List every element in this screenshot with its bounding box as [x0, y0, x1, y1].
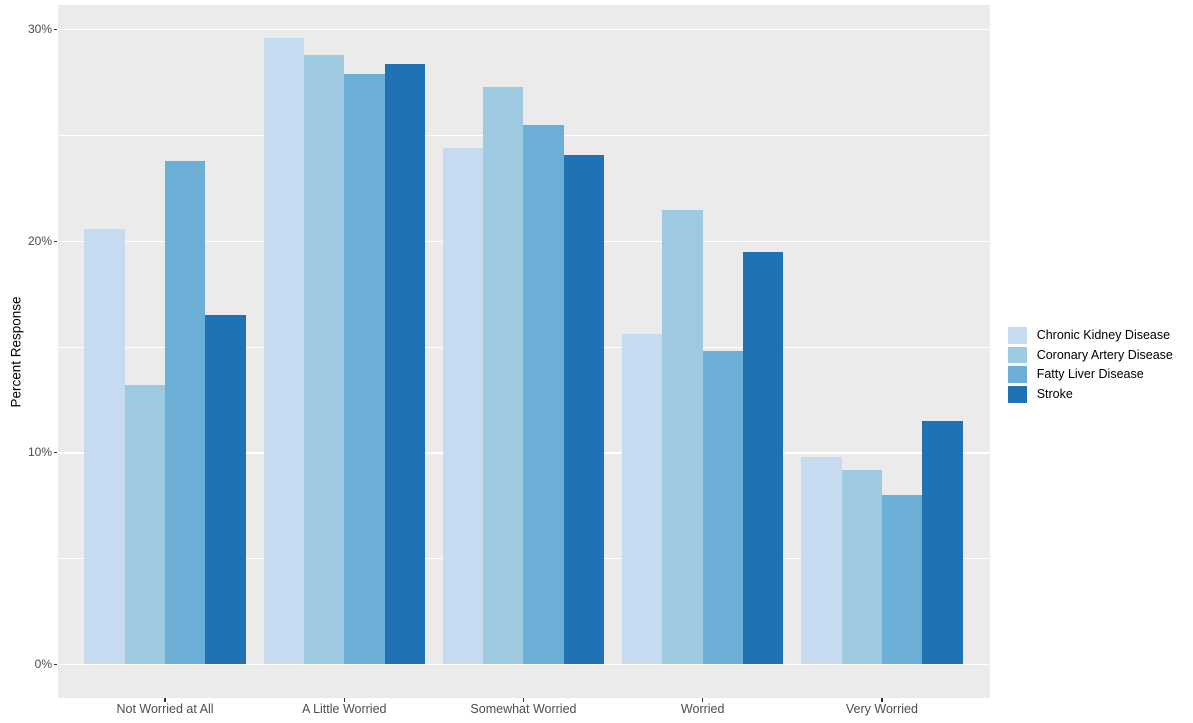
gridline-major: [57, 663, 990, 666]
bar: [165, 160, 206, 665]
legend-label: Chronic Kidney Disease: [1036, 328, 1171, 342]
bar: [922, 421, 963, 665]
bar: [124, 385, 165, 665]
bar: [743, 251, 784, 665]
bar: [881, 495, 923, 665]
bar: [662, 209, 703, 665]
legend-item: Chronic Kidney Disease: [1008, 327, 1173, 344]
bar: [523, 124, 564, 665]
bar: [702, 351, 744, 665]
x-tick-label: A Little Worried: [301, 702, 387, 716]
x-tick-mark: [881, 698, 883, 702]
x-tick-label: Somewhat Worried: [470, 702, 577, 716]
y-axis-title: Percent Response: [8, 296, 24, 408]
y-tick-label: 10%: [27, 445, 52, 460]
y-tick-mark: [53, 452, 57, 454]
bar: [442, 148, 484, 665]
x-tick-mark: [702, 698, 704, 702]
bar: [344, 74, 385, 665]
plot-panel: [57, 5, 990, 698]
x-tick-mark: [343, 698, 345, 702]
y-tick-mark: [53, 663, 57, 666]
y-tick-label: 30%: [27, 22, 52, 37]
bar: [801, 457, 842, 665]
x-tick-label: Worried: [680, 702, 725, 716]
gridline-major: [57, 28, 990, 31]
x-tick-label: Not Worried at All: [116, 702, 214, 716]
y-tick-mark: [53, 29, 57, 31]
legend-label: Fatty Liver Disease: [1036, 367, 1144, 382]
legend-label: Coronary Artery Disease: [1036, 347, 1173, 362]
y-tick-mark: [53, 240, 57, 242]
legend: Chronic Kidney Disease Coronary Artery Di…: [1008, 327, 1173, 406]
bar: [841, 469, 882, 665]
bar: [263, 38, 304, 665]
bar: [84, 228, 125, 665]
legend-item: Fatty Liver Disease: [1008, 366, 1173, 384]
bar: [384, 63, 425, 665]
x-tick-mark: [164, 698, 166, 702]
x-tick-mark: [522, 698, 525, 702]
legend-item: Coronary Artery Disease: [1008, 346, 1173, 364]
legend-swatch: [1008, 366, 1027, 384]
y-tick-label: 0%: [34, 657, 52, 671]
bar: [483, 86, 524, 665]
y-tick-label: 20%: [27, 233, 52, 248]
legend-swatch: [1008, 386, 1027, 403]
legend-item: Stroke: [1008, 386, 1173, 403]
x-tick-label: Very Worried: [845, 702, 918, 716]
bar: [303, 55, 345, 665]
legend-label: Stroke: [1036, 387, 1073, 402]
legend-swatch: [1008, 346, 1027, 364]
legend-swatch: [1008, 327, 1027, 344]
bar: [622, 334, 663, 665]
bar: [205, 315, 246, 665]
bar: [563, 154, 605, 665]
